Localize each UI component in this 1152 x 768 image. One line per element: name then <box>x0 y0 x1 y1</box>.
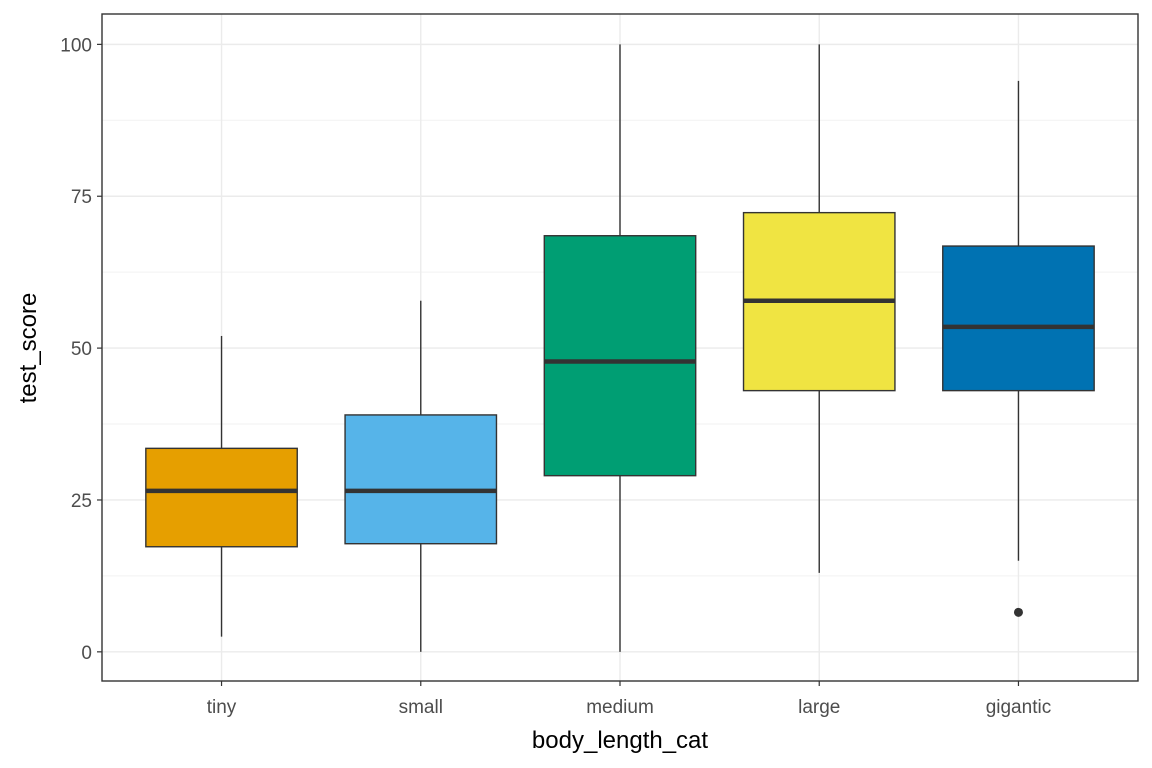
box-iqr <box>942 245 1095 392</box>
y-tick-label: 100 <box>60 35 92 56</box>
y-axis-title: test_score <box>15 293 42 404</box>
box-iqr <box>543 235 697 477</box>
y-tick-label: 50 <box>71 339 92 360</box>
y-axis: 0 25 50 75 100 <box>60 35 102 664</box>
box-medium <box>543 44 697 652</box>
y-tick-label: 25 <box>71 491 92 512</box>
x-tick-label: small <box>399 697 443 718</box>
x-tick-label: tiny <box>207 697 237 718</box>
x-tick-label: medium <box>586 697 654 718</box>
y-tick-label: 0 <box>81 643 92 664</box>
box-tiny <box>145 335 298 637</box>
box-series <box>145 44 1095 652</box>
x-tick-label: large <box>798 697 840 718</box>
x-axis-title: body_length_cat <box>532 727 708 754</box>
outlier-point <box>1013 607 1023 617</box>
y-tick-label: 75 <box>71 187 92 208</box>
box-small <box>344 300 498 652</box>
box-iqr <box>344 414 498 545</box>
box-large <box>742 44 896 573</box>
box-gigantic <box>942 80 1095 617</box>
box-iqr <box>145 447 298 548</box>
x-tick-label: gigantic <box>986 697 1052 718</box>
x-axis: tiny small medium large gigantic <box>207 681 1051 718</box>
